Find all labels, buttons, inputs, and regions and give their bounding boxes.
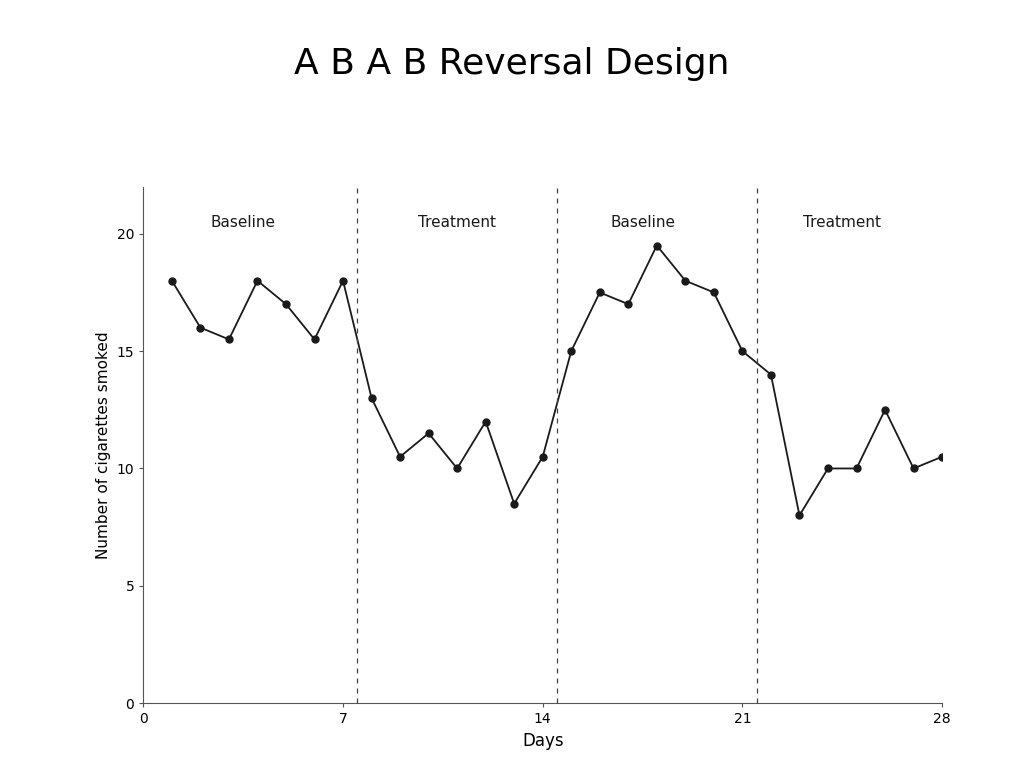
Text: A B A B Reversal Design: A B A B Reversal Design (294, 47, 730, 81)
X-axis label: Days: Days (522, 732, 563, 750)
Text: Baseline: Baseline (610, 215, 675, 230)
Y-axis label: Number of cigarettes smoked: Number of cigarettes smoked (96, 331, 112, 559)
Text: Treatment: Treatment (803, 215, 882, 230)
Text: Baseline: Baseline (211, 215, 275, 230)
Text: Treatment: Treatment (418, 215, 497, 230)
